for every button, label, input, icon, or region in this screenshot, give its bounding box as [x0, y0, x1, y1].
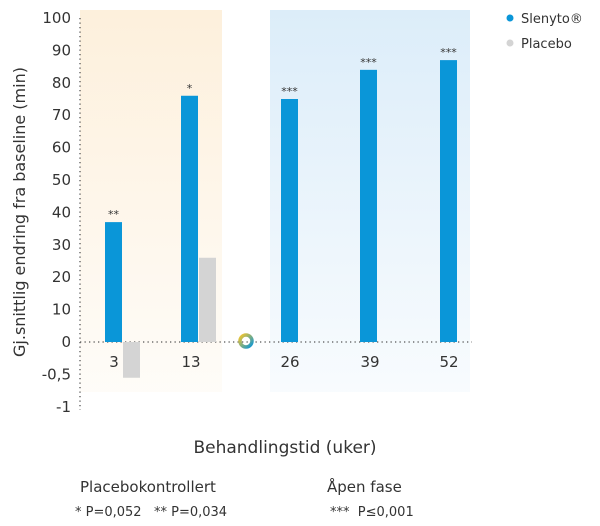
significance-label: ** [108, 208, 120, 221]
y-tick-label: 100 [42, 9, 71, 27]
x-tick-label-13: 13 [181, 353, 200, 371]
y-tick-label: 30 [52, 236, 71, 254]
y-tick-label: 80 [52, 74, 71, 92]
y-tick-label: -1 [56, 398, 71, 416]
significance-label: *** [360, 56, 377, 69]
legend-marker-slenyto [506, 14, 514, 22]
footnote-placebo-controlled: * P=0,052 ** P=0,034 [75, 505, 228, 520]
y-tick-label: 90 [52, 41, 71, 59]
x-tick-label-3: 3 [109, 353, 119, 371]
y-tick-label: -0,5 [42, 366, 71, 384]
y-axis-title: Gj.snittlig endring fra baseline (min) [10, 67, 29, 357]
legend-label-slenyto: Slenyto® [521, 12, 583, 27]
y-tick-label: 40 [52, 203, 71, 221]
x-axis-title: Behandlingstid (uker) [193, 438, 377, 458]
bar-slenyto-week-3 [105, 222, 122, 342]
bar-placebo-week-3 [123, 342, 140, 378]
y-tick-label: 60 [52, 139, 71, 157]
bar-slenyto-week-13 [181, 95, 198, 342]
bar-slenyto-week-26 [281, 99, 298, 342]
x-tick-label-39: 39 [360, 353, 379, 371]
significance-label: * [187, 82, 193, 95]
y-tick-label: 10 [52, 301, 71, 319]
phase-band-placebo-controlled [80, 10, 222, 392]
legend-label-placebo: Placebo [521, 37, 572, 52]
phase-label-open: Åpen fase [327, 478, 402, 496]
x-tick-label-26: 26 [280, 353, 299, 371]
footnote-open-phase: *** P≤0,001 [330, 505, 414, 520]
bar-slenyto-week-39 [360, 69, 377, 342]
significance-label: *** [281, 85, 298, 98]
y-tick-label: 50 [52, 171, 71, 189]
legend-marker-placebo [506, 39, 514, 47]
ring-icon [238, 333, 254, 349]
bar-slenyto-week-52 [440, 60, 457, 343]
y-tick-label: 20 [52, 268, 71, 286]
y-tick-label: 70 [52, 106, 71, 124]
significance-label: *** [440, 46, 457, 59]
y-tick-label: 0 [61, 333, 71, 351]
x-tick-label-52: 52 [439, 353, 458, 371]
phase-label-placebo-controlled: Placebokontrollert [80, 478, 216, 496]
bar-placebo-week-13 [199, 257, 216, 342]
